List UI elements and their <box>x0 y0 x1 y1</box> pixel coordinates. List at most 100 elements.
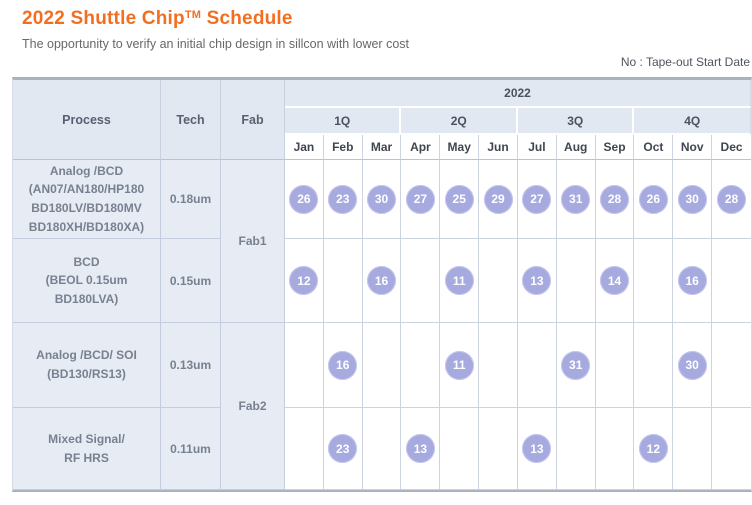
month-cell: 13 <box>517 408 557 490</box>
table-row-bcd-015: BCD (BEOL 0.15um BD180LVA) 0.15um 12 16 … <box>13 239 751 323</box>
month-cell: 11 <box>440 239 480 323</box>
month-cell <box>712 408 751 490</box>
month-cell: 30 <box>673 323 713 408</box>
fab1-cell: Fab1 <box>221 160 285 323</box>
date-circle: 30 <box>677 350 707 380</box>
month-cell: 31 <box>556 160 596 239</box>
month-cell: 28 <box>595 160 635 239</box>
schedule-table-container: Process Tech Fab 2022 1Q 2Q 3Q 4Q Jan Fe… <box>12 77 752 492</box>
page-title: 2022 Shuttle ChipTM Schedule <box>22 8 293 30</box>
month-cell: 16 <box>323 323 363 408</box>
month-cell <box>362 323 402 408</box>
date-circle: 16 <box>328 350 358 380</box>
year-header: 2022 <box>285 80 751 108</box>
month-cell <box>712 239 751 323</box>
month-header-dec: Dec <box>712 135 751 160</box>
date-circle: 28 <box>717 184 747 214</box>
month-cell <box>285 408 324 490</box>
month-cell <box>362 408 402 490</box>
process-cell: Analog /BCD (AN07/AN180/HP180 BD180LV/BD… <box>13 160 161 239</box>
date-circle: 27 <box>522 184 552 214</box>
date-circle: 31 <box>561 350 591 380</box>
date-circle: 11 <box>444 350 474 380</box>
tapeout-legend-note: No : Tape-out Start Date <box>620 55 750 69</box>
tech-cell: 0.11um <box>161 408 221 490</box>
date-circle: 26 <box>289 184 319 214</box>
month-cell: 14 <box>595 239 635 323</box>
month-header-mar: Mar <box>362 135 402 160</box>
month-header-apr: Apr <box>401 135 441 160</box>
trademark-symbol: TM <box>184 9 202 21</box>
quarter-header-2q: 2Q <box>401 108 518 135</box>
header-row-year: Process Tech Fab 2022 <box>13 80 751 160</box>
date-circle: 30 <box>677 184 707 214</box>
month-cell: 27 <box>401 160 441 239</box>
month-cell: 13 <box>517 239 557 323</box>
month-cell: 26 <box>285 160 324 239</box>
table-row-analog-bcd-soi-013: Analog /BCD/ SOI (BD130/RS13) 0.13um Fab… <box>13 323 751 490</box>
month-cell: 30 <box>673 160 713 239</box>
date-circle: 14 <box>600 266 630 295</box>
table-row-analog-bcd-018: Analog /BCD (AN07/AN180/HP180 BD180LV/BD… <box>13 160 751 323</box>
date-circle: 12 <box>289 266 319 295</box>
month-cell <box>712 323 751 408</box>
month-cell <box>517 323 557 408</box>
month-cell: 13 <box>401 408 441 490</box>
process-cell: Analog /BCD/ SOI (BD130/RS13) <box>13 323 161 408</box>
month-cell <box>401 239 441 323</box>
month-cell: 23 <box>323 408 363 490</box>
header-row-months: Jan Feb Mar Apr May Jun Jul Aug Sep Oct … <box>13 135 751 160</box>
month-header-sep: Sep <box>595 135 635 160</box>
month-cell: 23 <box>323 160 363 239</box>
shuttle-schedule-table: Process Tech Fab 2022 1Q 2Q 3Q 4Q Jan Fe… <box>12 77 752 492</box>
month-header-jan: Jan <box>285 135 324 160</box>
process-label: BCD (BEOL 0.15um BD180LVA) <box>45 254 128 306</box>
month-cell: 28 <box>712 160 751 239</box>
month-cell: 12 <box>285 239 324 323</box>
month-cell <box>323 239 363 323</box>
month-cell: 30 <box>362 160 402 239</box>
col-header-fab: Fab <box>221 80 285 160</box>
month-cell: 25 <box>440 160 480 239</box>
month-cell <box>595 323 635 408</box>
date-circle: 23 <box>328 184 358 214</box>
table-row-mixed-signal-011: Mixed Signal/ RF HRS 0.11um 23 13 13 12 <box>13 408 751 490</box>
date-circle: 13 <box>522 434 552 463</box>
date-circle: 25 <box>444 184 474 214</box>
fab2-cell: Fab2 <box>221 323 285 490</box>
quarter-header-1q: 1Q <box>285 108 402 135</box>
month-cell: 16 <box>673 239 713 323</box>
process-cell: Mixed Signal/ RF HRS <box>13 408 161 490</box>
month-cell <box>285 323 324 408</box>
month-header-feb: Feb <box>323 135 363 160</box>
tech-cell: 0.15um <box>161 239 221 323</box>
month-cell <box>673 408 713 490</box>
month-cell <box>556 408 596 490</box>
month-header-jul: Jul <box>517 135 557 160</box>
date-circle: 16 <box>677 266 707 295</box>
process-label: Analog /BCD/ SOI (BD130/RS13) <box>36 348 137 381</box>
month-cell: 12 <box>634 408 674 490</box>
month-header-jun: Jun <box>479 135 518 160</box>
date-circle: 13 <box>405 434 435 463</box>
month-header-nov: Nov <box>673 135 713 160</box>
month-cell: 16 <box>362 239 402 323</box>
page-title-rest: Schedule <box>201 8 293 29</box>
month-cell: 26 <box>634 160 674 239</box>
month-cell: 29 <box>479 160 518 239</box>
month-cell <box>401 323 441 408</box>
date-circle: 30 <box>367 184 397 214</box>
date-circle: 13 <box>522 266 552 295</box>
page-subtitle: The opportunity to verify an initial chi… <box>22 37 409 51</box>
month-cell <box>634 323 674 408</box>
month-cell <box>634 239 674 323</box>
month-cell: 11 <box>440 323 480 408</box>
process-label: Mixed Signal/ RF HRS <box>48 431 125 465</box>
process-label: Analog /BCD (AN07/AN180/HP180 BD180LV/BD… <box>28 163 145 234</box>
quarter-header-4q: 4Q <box>634 108 751 135</box>
date-circle: 16 <box>367 266 397 295</box>
month-cell <box>479 323 518 408</box>
month-header-oct: Oct <box>634 135 674 160</box>
date-circle: 27 <box>405 184 435 214</box>
month-cell: 27 <box>517 160 557 239</box>
